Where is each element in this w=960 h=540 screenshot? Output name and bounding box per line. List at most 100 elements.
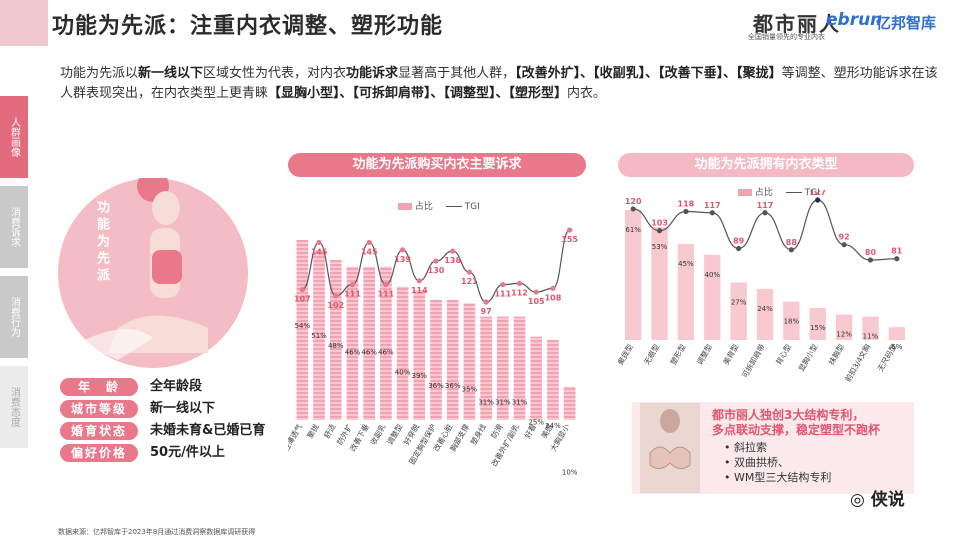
bar-share-label: 40% — [704, 271, 720, 279]
x-tick-label: 可拆卸肩带 — [739, 342, 767, 380]
tgi-point — [433, 258, 439, 264]
tgi-point — [656, 228, 663, 234]
bar-share — [862, 316, 879, 340]
intro-text: 等调整、塑形功能诉求在该人群表现突出，在内衣类型上更青睐 — [60, 66, 938, 101]
bar-share — [313, 250, 325, 420]
intro-highlight: 【显胸小型】、【可拆卸肩带】、【调整型】、【塑形型】 — [268, 86, 568, 101]
persona-tag-row: 婚育状态 未婚未育&已婚已育 — [60, 422, 300, 440]
bar-share — [380, 266, 392, 420]
sidebar-tab-demand[interactable]: 消费诉求 — [0, 186, 28, 268]
tgi-point — [867, 257, 874, 263]
tgi-point — [349, 282, 356, 288]
tgi-point — [788, 247, 794, 253]
bar-share-label: 11% — [863, 333, 879, 341]
persona-illustration — [58, 170, 248, 368]
legend-swatch-line — [445, 206, 462, 207]
legend-swatch-bar — [738, 189, 752, 196]
tgi-point — [630, 206, 636, 212]
page-title: 功能为先派：注重内衣调整、塑形功能 — [52, 14, 444, 39]
callout-title: 都市丽人独创3大结构专利， 多点联动支撑，稳定塑型不跑杯 — [712, 408, 880, 438]
persona-tag-row: 城市等级 新一线以下 — [60, 400, 300, 418]
title-accent-bar — [0, 0, 48, 46]
tgi-point — [366, 239, 372, 246]
bar-share — [888, 327, 905, 340]
tgi-point-label: 121 — [461, 277, 478, 286]
bar-share — [756, 288, 774, 340]
callout-title-line: 都市丽人独创3大结构专利， — [712, 408, 865, 422]
bar-share-label: 35% — [462, 385, 478, 393]
sidebar-tab-persona[interactable]: 人群画像 — [0, 96, 28, 178]
tgi-point — [466, 269, 473, 275]
bar-share-label: 24% — [757, 305, 773, 313]
x-tick-label: 塑形型 — [669, 342, 688, 366]
intro-text: 内衣。 — [567, 86, 607, 101]
x-tick-label: 聚拢 — [305, 422, 321, 440]
callout-item-label: 斜拉索 — [734, 441, 767, 454]
tgi-point — [894, 256, 900, 262]
x-tick-label: 无痕型 — [641, 342, 661, 367]
brand-logo-dsl-tagline: 全国销量领先的专业内衣 — [748, 33, 825, 41]
intro-highlight: 【改善外扩】、【收副乳】、【改善下垂】、【聚拢】 — [515, 66, 782, 81]
tgi-point-label: 89 — [733, 237, 745, 246]
sidebar-tab-attitude[interactable]: 消费态度 — [0, 366, 28, 448]
x-tick-label: 聚拢型 — [618, 342, 635, 367]
tgi-point — [736, 245, 742, 252]
bar-share-label: 31% — [478, 399, 494, 407]
callout-list-item: • 双曲拱桥、 — [724, 456, 789, 469]
tgi-point — [483, 299, 489, 305]
tgi-point — [815, 197, 821, 203]
bar-share-label: 12% — [836, 330, 852, 338]
bar-share-label: 46% — [345, 349, 361, 357]
legend-label: TGI — [804, 188, 820, 198]
tgi-point — [383, 282, 389, 288]
tgi-point-label: 155 — [561, 235, 578, 244]
bar-share-label: 15% — [810, 324, 826, 332]
x-tick-label: 轻薄透气 — [288, 422, 304, 453]
bar-share — [513, 316, 526, 420]
tgi-point — [709, 210, 715, 216]
persona-tag-key: 偏好价格 — [60, 444, 138, 462]
persona-tag-value: 50元/件以上 — [150, 445, 225, 460]
bar-share-label: 36% — [445, 382, 461, 390]
tgi-point — [683, 208, 689, 215]
tgi-point-label: 114 — [411, 286, 428, 295]
bar-share-label: 36% — [428, 382, 444, 390]
tgi-point-label: 97 — [481, 307, 492, 316]
bar-share-label: 45% — [678, 260, 694, 268]
tgi-point — [550, 285, 556, 291]
tgi-point-label: 111 — [344, 290, 361, 299]
callout-title-line: 多点联动支撑，稳定塑型不跑杯 — [712, 423, 881, 437]
x-tick-label: 显胸小型 — [796, 342, 820, 373]
legend-label: 占比 — [414, 202, 433, 212]
tgi-point — [299, 286, 305, 293]
tgi-point — [516, 280, 523, 286]
tgi-point-label: 145 — [311, 247, 328, 256]
intro-text: 功能为先派以 — [60, 66, 139, 81]
sidebar-tab-behavior[interactable]: 消费行为 — [0, 276, 28, 358]
tgi-point-label: 112 — [511, 288, 528, 297]
bar-share-label: 40% — [395, 369, 411, 377]
legend-swatch-line — [785, 192, 802, 193]
tgi-point-label: 118 — [678, 199, 695, 208]
persona-tag-key: 城市等级 — [60, 400, 138, 418]
tgi-point-label: 81 — [891, 247, 903, 256]
x-tick-label: 塑身线 — [468, 422, 488, 447]
tgi-point-label: 120 — [625, 197, 642, 206]
bar-share — [346, 266, 359, 420]
yoga-figure-icon — [78, 170, 208, 360]
x-tick-label: 防滑 — [488, 422, 504, 440]
persona-label: 功能为先派 — [94, 200, 109, 285]
bar-share-label: 24% — [545, 422, 561, 430]
chart1-title: 功能为先派购买内衣主要诉求 — [288, 153, 586, 177]
intro-text: 显著高于其他人群， — [398, 66, 516, 81]
x-tick-label: 前扣3/4文胸 — [842, 342, 872, 384]
legend-label: 占比 — [754, 188, 773, 198]
bar-share — [677, 244, 695, 340]
persona-tag-value: 新一线以下 — [150, 401, 216, 416]
x-tick-label: 背心型 — [773, 342, 793, 367]
persona-tag-key: 婚育状态 — [60, 422, 138, 440]
x-tick-label: 舒适 — [321, 422, 337, 440]
tgi-point-label: 139 — [394, 255, 411, 264]
bar-share — [496, 316, 509, 420]
x-tick-label: 美背型 — [720, 342, 740, 367]
